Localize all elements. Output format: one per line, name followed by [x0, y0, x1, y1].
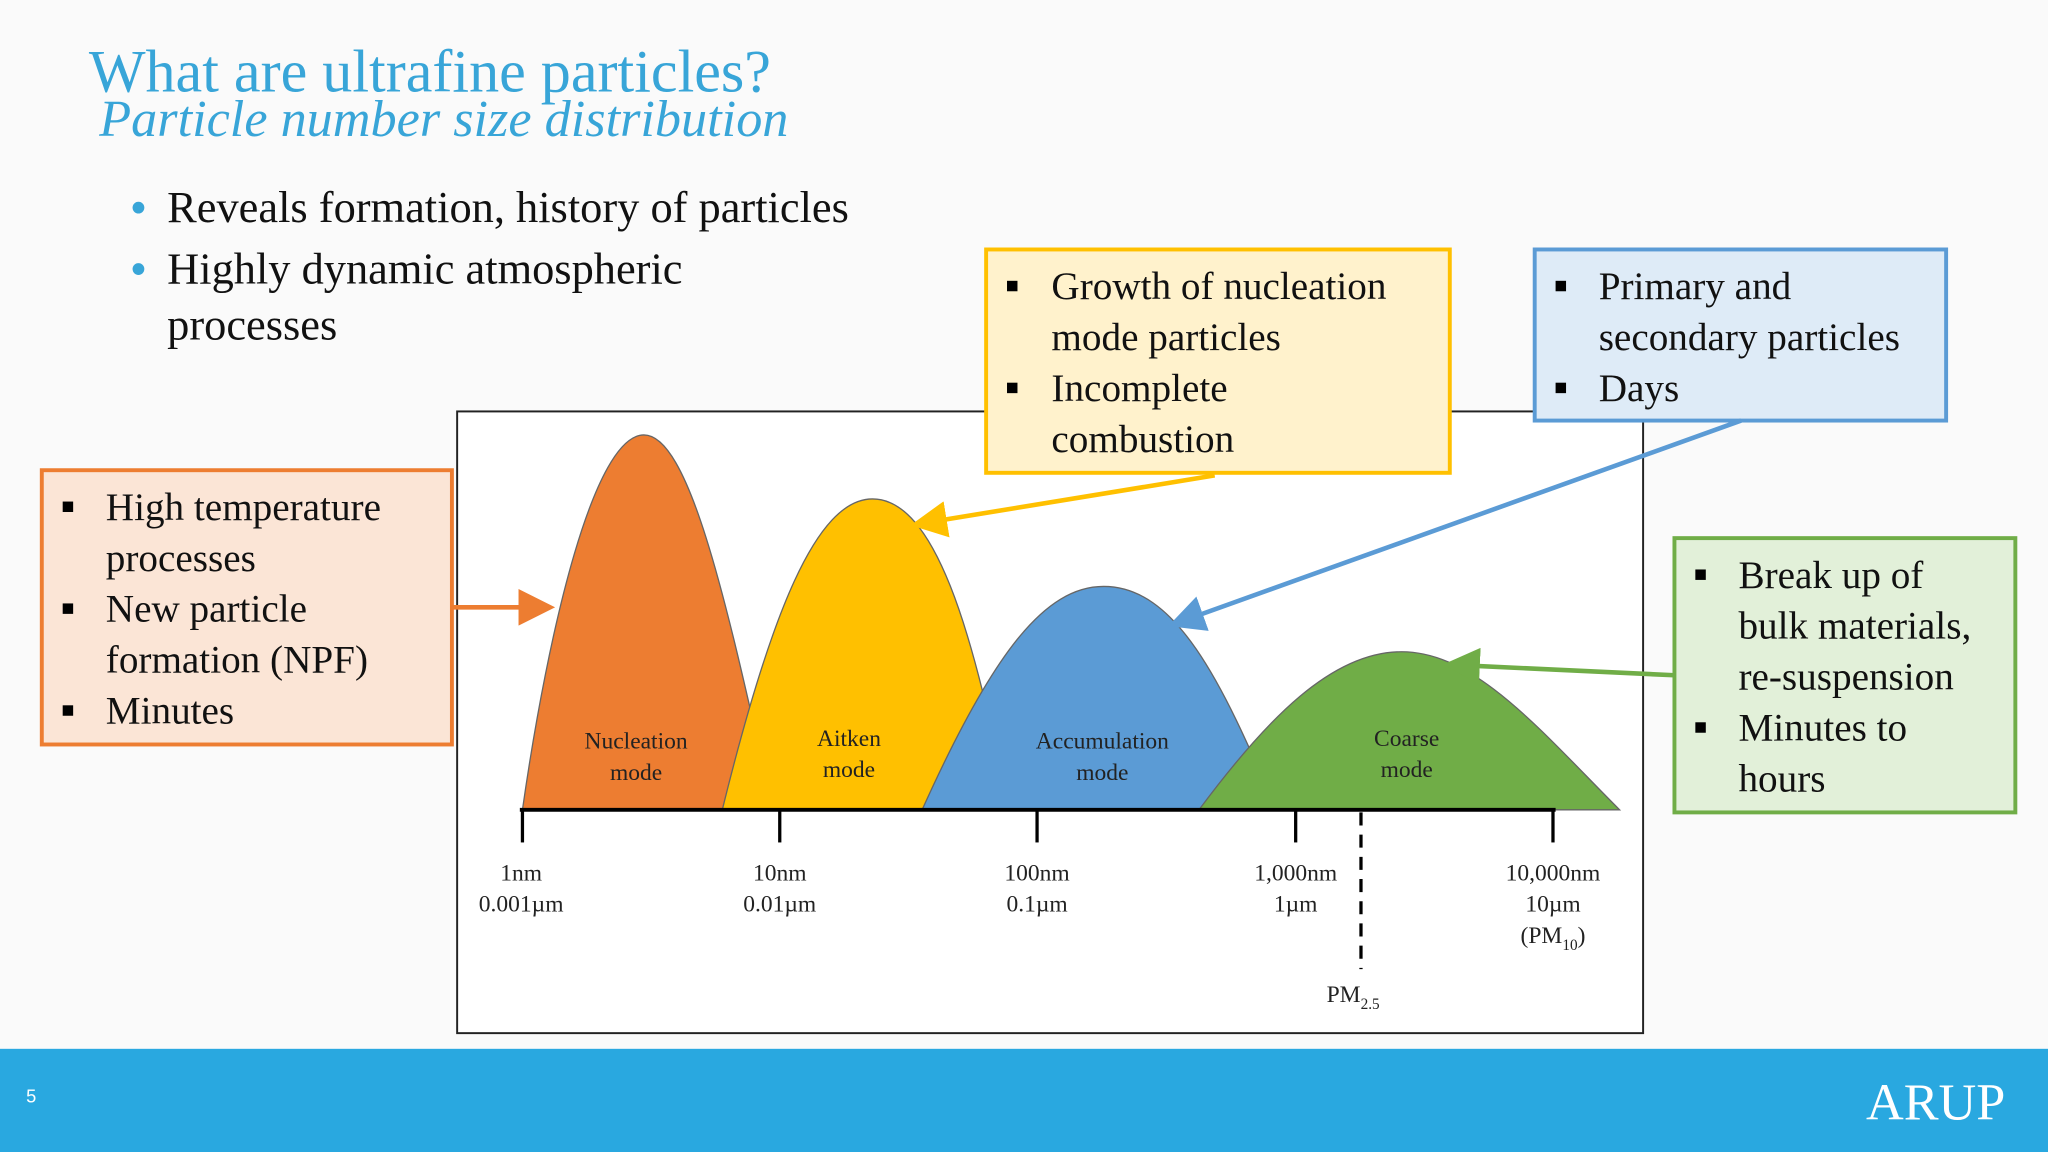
callout-text: Primary and: [1599, 265, 1792, 308]
coarse-curve: [1197, 651, 1622, 811]
arrow: [1168, 418, 1742, 631]
nucleation-callout: [39, 468, 454, 747]
bullet-square: [62, 705, 74, 716]
slide-number: 5: [26, 1085, 36, 1106]
accumulation-curve: [921, 585, 1278, 811]
callout-text: formation (NPF): [106, 639, 368, 682]
callout-text: Minutes: [106, 690, 234, 733]
callout-text: High temperature: [106, 486, 381, 529]
label-part: ): [1578, 923, 1586, 949]
subscript: 10: [1562, 937, 1578, 954]
axis-tick-label: 10,000nm: [1506, 860, 1601, 886]
callout-text: processes: [106, 537, 256, 580]
mode-label: mode: [823, 757, 875, 783]
pm25-label: PM2.5: [1327, 982, 1380, 1013]
mode-label: Aitken: [817, 726, 881, 752]
mode-label: Nucleation: [585, 728, 688, 754]
arrow: [910, 473, 1216, 538]
coarse-callout: [1672, 536, 2018, 815]
bullet-square: [62, 603, 74, 614]
bullet-square: [1695, 722, 1706, 733]
subscript: 2.5: [1361, 996, 1380, 1013]
bullet-dot: [132, 201, 145, 214]
label-part: PM: [1327, 982, 1361, 1008]
aitken-curve: [721, 498, 1010, 811]
callout-text: Incomplete: [1051, 367, 1227, 410]
callout-text: re-suspension: [1738, 656, 1953, 699]
axis-tick-label: 10nm: [753, 860, 807, 886]
axis-tick-label: 1nm: [500, 860, 542, 886]
slide-subtitle: Particle number size distribution: [98, 90, 788, 148]
axis-ticks: [520, 809, 1555, 843]
axis-tick-label: 0.1µm: [1006, 892, 1067, 918]
arrow: [1443, 647, 1675, 685]
bullet-square: [1007, 280, 1018, 292]
callout-text: Days: [1599, 367, 1680, 410]
mode-label: Accumulation: [1036, 728, 1169, 754]
axis-tick-label: 1,000nm: [1254, 860, 1337, 886]
mode-label: mode: [1381, 757, 1433, 783]
bullet-square: [1007, 382, 1018, 394]
bullet-text: Reveals formation, history of particles: [167, 182, 849, 232]
axis-tick-label: 1µm: [1274, 892, 1318, 918]
callout-text: bulk materials,: [1738, 605, 1971, 648]
mode-label: mode: [1076, 760, 1128, 786]
axis-tick-label: 0.01µm: [743, 892, 816, 918]
axis-tick-label: (PM10): [1521, 923, 1586, 954]
axis-tick-label: 0.001µm: [479, 892, 564, 918]
axis-tick-label: 10µm: [1525, 892, 1580, 918]
axis-tick-label: 100nm: [1004, 860, 1069, 886]
mode-label: Coarse: [1374, 726, 1439, 752]
callout-text: hours: [1738, 758, 1825, 801]
callout-text: secondary particles: [1599, 316, 1900, 359]
label-part: (PM: [1521, 923, 1563, 949]
logo: ARUP: [1866, 1073, 2005, 1131]
bullet-square: [1555, 280, 1567, 292]
nucleation-curve: [521, 434, 775, 811]
mode-label: mode: [610, 760, 662, 786]
callout-text: Break up of: [1738, 554, 1924, 597]
slide-title: What are ultrafine particles?: [89, 37, 771, 104]
bullet-text: processes: [167, 300, 337, 350]
callout-text: Minutes to: [1738, 707, 1907, 750]
callout-text: New particle: [106, 588, 307, 631]
callout-text: mode particles: [1051, 316, 1281, 359]
bullet-square: [1555, 382, 1567, 394]
accumulation-callout: [1532, 247, 1949, 423]
footer-bar: [0, 1048, 2048, 1152]
callout-text: Growth of nucleation: [1051, 265, 1386, 308]
bullet-dot: [132, 263, 145, 275]
bullet-text: Highly dynamic atmospheric: [167, 243, 682, 293]
callout-text: combustion: [1051, 418, 1234, 461]
bullet-square: [1695, 569, 1706, 580]
aitken-callout: [984, 247, 1452, 475]
bullet-square: [62, 501, 74, 512]
